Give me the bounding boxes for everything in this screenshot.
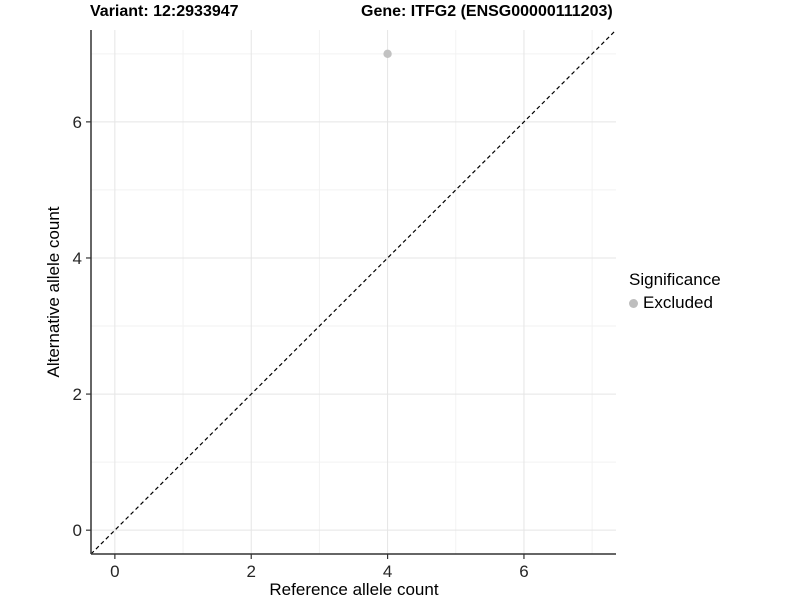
x-tick-label: 6: [519, 562, 528, 581]
identity-reference-line: [90, 29, 617, 555]
plot-title-variant: Variant: 12:2933947: [90, 3, 239, 20]
y-axis-title: Alternative allele count: [44, 206, 63, 378]
legend-entry-excluded: Excluded: [629, 293, 721, 313]
y-tick-label: 0: [73, 521, 82, 540]
legend-title: Significance: [629, 270, 721, 289]
y-tick-label: 4: [73, 249, 82, 268]
data-point: [383, 49, 392, 59]
excluded-point-icon: [629, 298, 638, 308]
x-tick-label: 0: [110, 562, 119, 581]
legend: Significance Excluded: [629, 270, 721, 313]
x-axis-title: Reference allele count: [269, 580, 439, 599]
x-tick-label: 2: [246, 562, 255, 581]
x-tick-label: 4: [383, 562, 392, 581]
plot-title-gene: Gene: ITFG2 (ENSG00000111203): [361, 3, 613, 20]
y-tick-label: 2: [73, 385, 82, 404]
y-tick-label: 6: [73, 113, 82, 132]
legend-entry-label: Excluded: [643, 293, 713, 312]
